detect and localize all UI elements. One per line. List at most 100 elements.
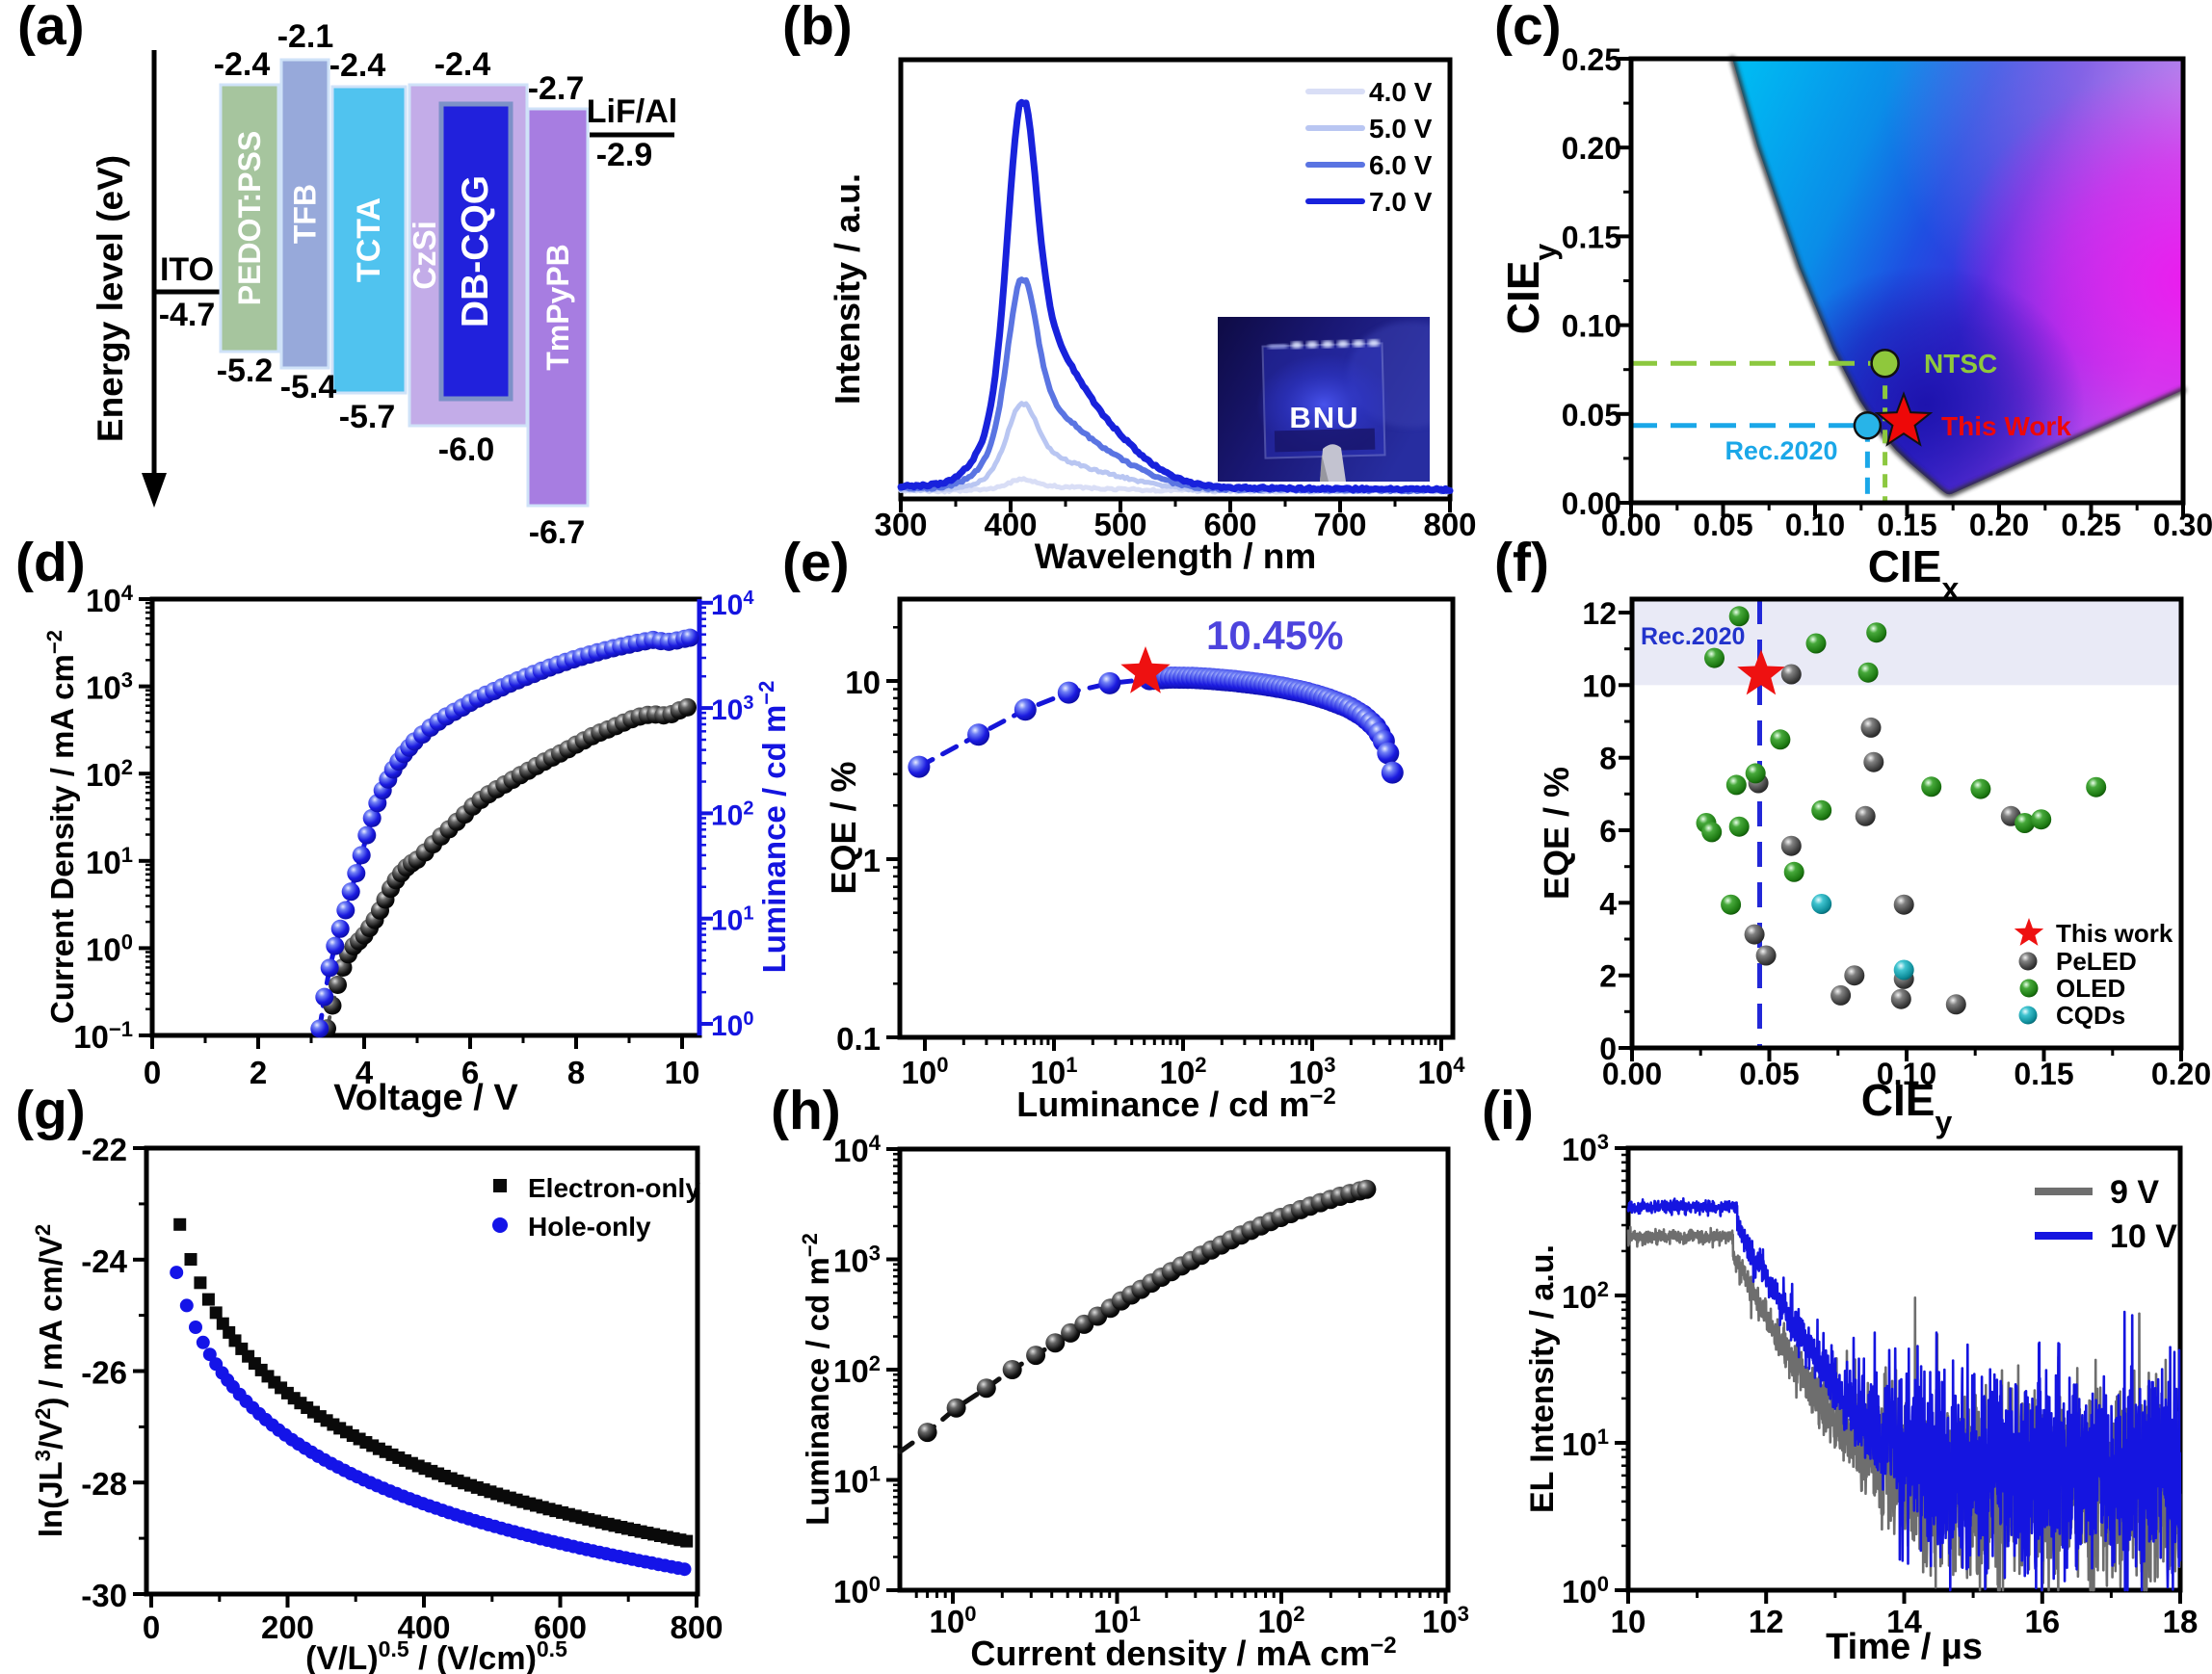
svg-text:4: 4 xyxy=(356,1055,374,1090)
svg-text:Voltage / V: Voltage / V xyxy=(333,1078,518,1118)
svg-text:(e): (e) xyxy=(782,532,850,593)
svg-text:4: 4 xyxy=(1599,886,1617,921)
svg-text:101: 101 xyxy=(1031,1053,1078,1091)
svg-text:0.05: 0.05 xyxy=(1562,398,1621,432)
svg-text:6: 6 xyxy=(461,1055,479,1090)
svg-text:-5.2: -5.2 xyxy=(217,353,274,389)
svg-text:600: 600 xyxy=(534,1609,587,1645)
svg-text:500: 500 xyxy=(1093,507,1146,542)
svg-text:18: 18 xyxy=(2163,1604,2199,1639)
svg-text:0.20: 0.20 xyxy=(2151,1057,2211,1091)
svg-text:-24: -24 xyxy=(81,1243,127,1279)
svg-text:6: 6 xyxy=(1599,814,1617,849)
svg-text:Energy level (eV): Energy level (eV) xyxy=(91,155,130,442)
svg-text:(b): (b) xyxy=(782,0,853,57)
svg-text:0.10: 0.10 xyxy=(1785,508,1845,542)
svg-text:-6.0: -6.0 xyxy=(438,432,495,468)
svg-text:200: 200 xyxy=(261,1609,314,1645)
svg-text:0.00: 0.00 xyxy=(1562,486,1621,521)
svg-text:-22: -22 xyxy=(81,1132,127,1167)
svg-text:0.05: 0.05 xyxy=(1739,1057,1799,1091)
svg-text:0.25: 0.25 xyxy=(1562,42,1621,77)
svg-text:(f): (f) xyxy=(1494,532,1549,593)
svg-text:10: 10 xyxy=(845,665,881,700)
svg-text:4.0 V: 4.0 V xyxy=(1369,77,1433,107)
svg-text:CQDs: CQDs xyxy=(2056,1001,2125,1030)
svg-text:(g): (g) xyxy=(15,1080,86,1141)
svg-text:ITO: ITO xyxy=(160,251,214,288)
svg-text:Intensity / a.u.: Intensity / a.u. xyxy=(828,173,867,405)
svg-text:TCTA: TCTA xyxy=(351,197,387,282)
svg-text:8: 8 xyxy=(567,1055,585,1090)
svg-text:800: 800 xyxy=(670,1609,723,1645)
svg-text:0.15: 0.15 xyxy=(1877,508,1936,542)
svg-text:7.0 V: 7.0 V xyxy=(1369,187,1433,217)
svg-text:TFB: TFB xyxy=(288,184,323,244)
svg-text:-4.7: -4.7 xyxy=(159,297,216,333)
svg-text:2: 2 xyxy=(250,1055,267,1090)
svg-text:400: 400 xyxy=(397,1609,450,1645)
svg-text:14: 14 xyxy=(1886,1604,1922,1639)
svg-text:(a): (a) xyxy=(17,0,85,57)
svg-text:0: 0 xyxy=(1599,1032,1617,1066)
svg-text:1: 1 xyxy=(863,843,881,878)
svg-text:0: 0 xyxy=(143,1609,160,1645)
svg-text:(i): (i) xyxy=(1482,1080,1534,1141)
svg-text:PeLED: PeLED xyxy=(2056,947,2137,976)
svg-text:700: 700 xyxy=(1313,507,1366,542)
svg-text:103: 103 xyxy=(1562,1130,1609,1168)
svg-text:-28: -28 xyxy=(81,1466,127,1502)
svg-text:10: 10 xyxy=(665,1055,700,1090)
svg-text:300: 300 xyxy=(874,507,927,542)
svg-text:This work: This work xyxy=(2056,919,2173,948)
svg-text:800: 800 xyxy=(1423,507,1476,542)
svg-text:Time / µs: Time / µs xyxy=(1826,1627,1983,1667)
svg-text:-2.9: -2.9 xyxy=(596,137,653,173)
svg-text:This Work: This Work xyxy=(1941,411,2071,441)
svg-text:5.0 V: 5.0 V xyxy=(1369,114,1433,144)
svg-text:EQE / %: EQE / % xyxy=(824,761,863,894)
svg-text:9 V: 9 V xyxy=(2110,1174,2159,1211)
svg-text:16: 16 xyxy=(2024,1604,2060,1639)
svg-text:Rec.2020: Rec.2020 xyxy=(1641,623,1745,650)
svg-text:-6.7: -6.7 xyxy=(529,514,586,551)
svg-text:0.15: 0.15 xyxy=(2014,1057,2073,1091)
svg-text:ln(JL3/V2) / mA cm/V2: ln(JL3/V2) / mA cm/V2 xyxy=(31,1224,69,1537)
svg-text:Wavelength / nm: Wavelength / nm xyxy=(1035,536,1317,576)
svg-text:102: 102 xyxy=(86,755,133,794)
svg-text:Luminance / cd m−2: Luminance / cd m−2 xyxy=(798,1233,836,1526)
svg-text:(c): (c) xyxy=(1494,0,1562,57)
svg-text:0: 0 xyxy=(144,1055,161,1090)
svg-text:Luminance / cd m−2: Luminance / cd m−2 xyxy=(1016,1084,1335,1125)
svg-text:6.0 V: 6.0 V xyxy=(1369,150,1433,180)
svg-text:0.20: 0.20 xyxy=(1969,508,2029,542)
svg-text:8: 8 xyxy=(1599,742,1617,776)
svg-text:10.45%: 10.45% xyxy=(1206,613,1343,658)
svg-text:Luminance / cd m−2: Luminance / cd m−2 xyxy=(754,681,793,974)
svg-text:Rec.2020: Rec.2020 xyxy=(1725,436,1837,465)
svg-text:CzSi: CzSi xyxy=(407,221,442,290)
svg-text:DB-CQG: DB-CQG xyxy=(455,175,496,327)
svg-text:BNU: BNU xyxy=(1289,401,1359,434)
svg-text:NTSC: NTSC xyxy=(1924,349,1997,379)
svg-text:-2.7: -2.7 xyxy=(528,70,585,107)
svg-text:-2.1: -2.1 xyxy=(277,18,334,55)
svg-text:102: 102 xyxy=(1258,1602,1305,1640)
svg-text:2: 2 xyxy=(1599,959,1617,994)
svg-text:OLED: OLED xyxy=(2056,974,2125,1003)
svg-text:-2.4: -2.4 xyxy=(329,47,386,84)
svg-text:-30: -30 xyxy=(81,1578,127,1613)
svg-text:Current Density / mA cm−2: Current Density / mA cm−2 xyxy=(42,630,81,1024)
svg-text:10−1: 10−1 xyxy=(73,1017,133,1056)
svg-text:LiF/Al: LiF/Al xyxy=(587,93,677,130)
svg-text:102: 102 xyxy=(1562,1277,1609,1316)
svg-text:EQE / %: EQE / % xyxy=(1537,767,1576,900)
svg-text:Current density / mA cm−2: Current density / mA cm−2 xyxy=(970,1633,1396,1674)
svg-text:0.00: 0.00 xyxy=(1602,1057,1662,1091)
svg-text:-5.7: -5.7 xyxy=(339,399,396,435)
svg-text:-5.4: -5.4 xyxy=(280,369,337,405)
svg-text:400: 400 xyxy=(984,507,1037,542)
svg-text:103: 103 xyxy=(1422,1602,1469,1640)
svg-text:-2.4: -2.4 xyxy=(214,46,271,83)
svg-text:0.10: 0.10 xyxy=(1562,309,1621,344)
